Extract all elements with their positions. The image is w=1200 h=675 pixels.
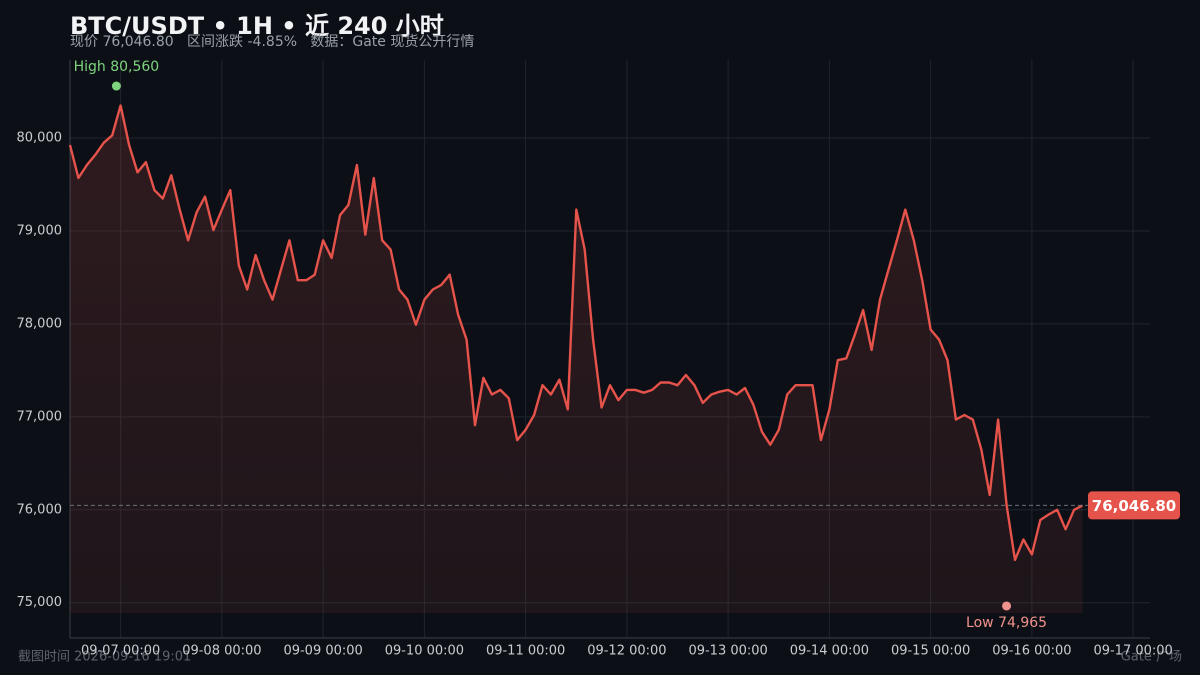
extreme-label: Low 74,965 [966, 615, 1047, 631]
y-tick-label: 75,000 [17, 595, 63, 610]
x-tick-label: 09-12 00:00 [587, 644, 666, 659]
last-price-label: 76,046.80 [1092, 497, 1176, 515]
x-tick-label: 09-11 00:00 [486, 644, 565, 659]
x-tick-label: 09-16 00:00 [992, 644, 1071, 659]
x-tick-label: 09-07 00:00 [81, 644, 160, 659]
chart-title: BTC/USDT • 1H • 近 240 小时 [70, 12, 444, 40]
x-tick-label: 09-08 00:00 [182, 644, 261, 659]
extreme-marker [1002, 601, 1012, 611]
extreme-marker [111, 81, 121, 91]
x-tick-label: 09-10 00:00 [385, 644, 464, 659]
y-tick-label: 79,000 [17, 223, 63, 238]
x-tick-label: 09-17 00:00 [1093, 644, 1172, 659]
y-tick-label: 80,000 [17, 131, 63, 146]
y-tick-label: 78,000 [17, 316, 63, 331]
price-line [68, 104, 1084, 562]
extreme-label: High 80,560 [74, 59, 160, 75]
footer-right: Gate 广场 [1121, 650, 1182, 665]
area [70, 105, 1083, 613]
footer-left: 截图时间 2026-09-16 19:01 [18, 650, 191, 665]
x-tick-label: 09-15 00:00 [891, 644, 970, 659]
last-price-badge [1088, 491, 1180, 520]
x-tick-label: 09-09 00:00 [283, 644, 362, 659]
x-tick-label: 09-14 00:00 [790, 644, 869, 659]
subtitle: 现价 76,046.80 区间涨跌 -4.85% 数据：Gate 现货公开行情 [70, 33, 474, 50]
y-tick-label: 76,000 [17, 502, 63, 517]
x-tick-label: 09-13 00:00 [688, 644, 767, 659]
y-tick-label: 77,000 [17, 409, 63, 424]
